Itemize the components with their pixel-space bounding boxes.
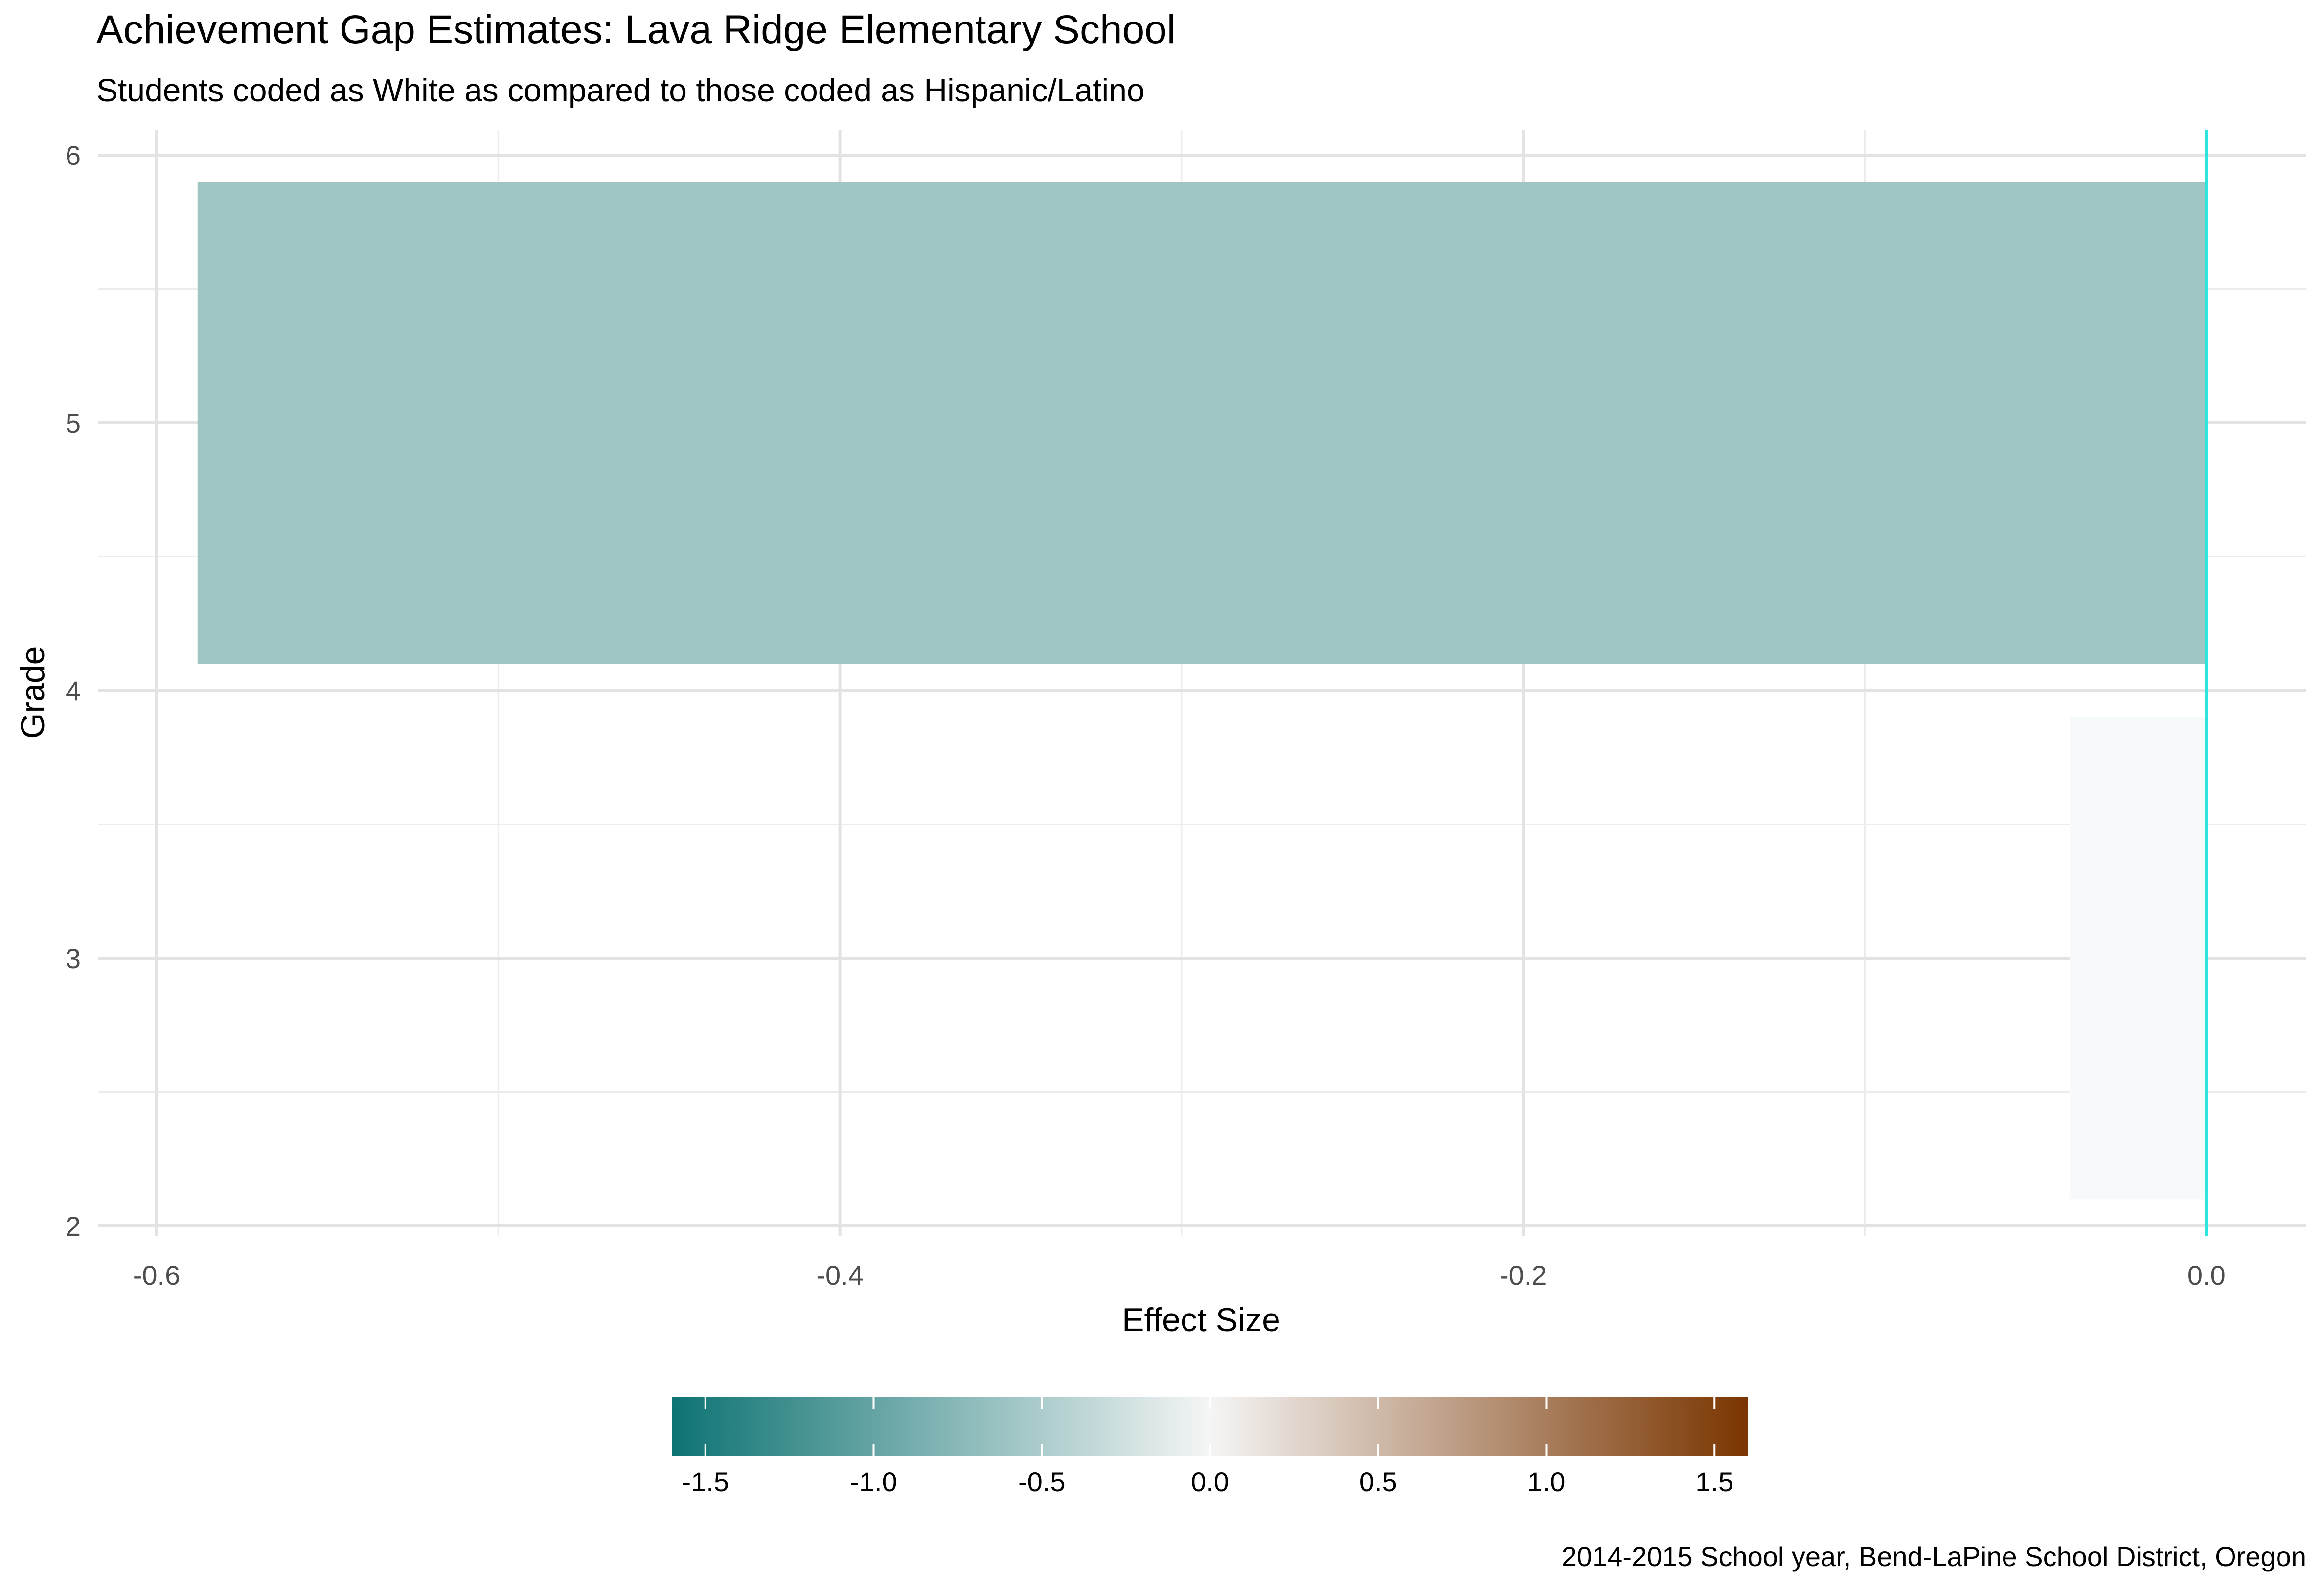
y-tick-label: 6 — [66, 140, 81, 171]
chart-subtitle: Students coded as White as compared to t… — [96, 72, 1145, 108]
x-axis-label: Effect Size — [1122, 1301, 1280, 1339]
y-axis-label: Grade — [14, 646, 51, 739]
legend-tick-label: -1.0 — [850, 1466, 897, 1497]
y-tick-labels: 2 3 4 5 6 — [66, 140, 81, 1242]
legend-tick-label: 0.5 — [1359, 1466, 1397, 1497]
color-legend: -1.5 -1.0 -0.5 0.0 0.5 1.0 1.5 — [672, 1397, 1748, 1497]
chart-title: Achievement Gap Estimates: Lava Ridge El… — [96, 7, 1176, 52]
x-tick-labels: -0.6 -0.4 -0.2 0.0 — [133, 1260, 2226, 1291]
bar — [197, 182, 2207, 664]
legend-tick-label: -1.5 — [682, 1466, 729, 1497]
legend-tick-label: 1.0 — [1527, 1466, 1566, 1497]
legend-tick-label: -0.5 — [1018, 1466, 1066, 1497]
legend-tick-label: 0.0 — [1191, 1466, 1229, 1497]
bar-layer — [197, 182, 2207, 1200]
x-tick-label: -0.6 — [133, 1260, 181, 1291]
chart-caption: 2014-2015 School year, Bend-LaPine Schoo… — [1562, 1541, 2306, 1572]
y-tick-label: 2 — [66, 1211, 81, 1242]
bar — [2070, 717, 2207, 1200]
y-tick-label: 5 — [66, 408, 81, 439]
x-tick-label: 0.0 — [2187, 1260, 2226, 1291]
y-tick-label: 3 — [66, 943, 81, 974]
y-tick-label: 4 — [66, 675, 81, 706]
legend-tick-label: 1.5 — [1695, 1466, 1733, 1497]
x-tick-label: -0.4 — [816, 1260, 864, 1291]
x-tick-label: -0.2 — [1500, 1260, 1547, 1291]
